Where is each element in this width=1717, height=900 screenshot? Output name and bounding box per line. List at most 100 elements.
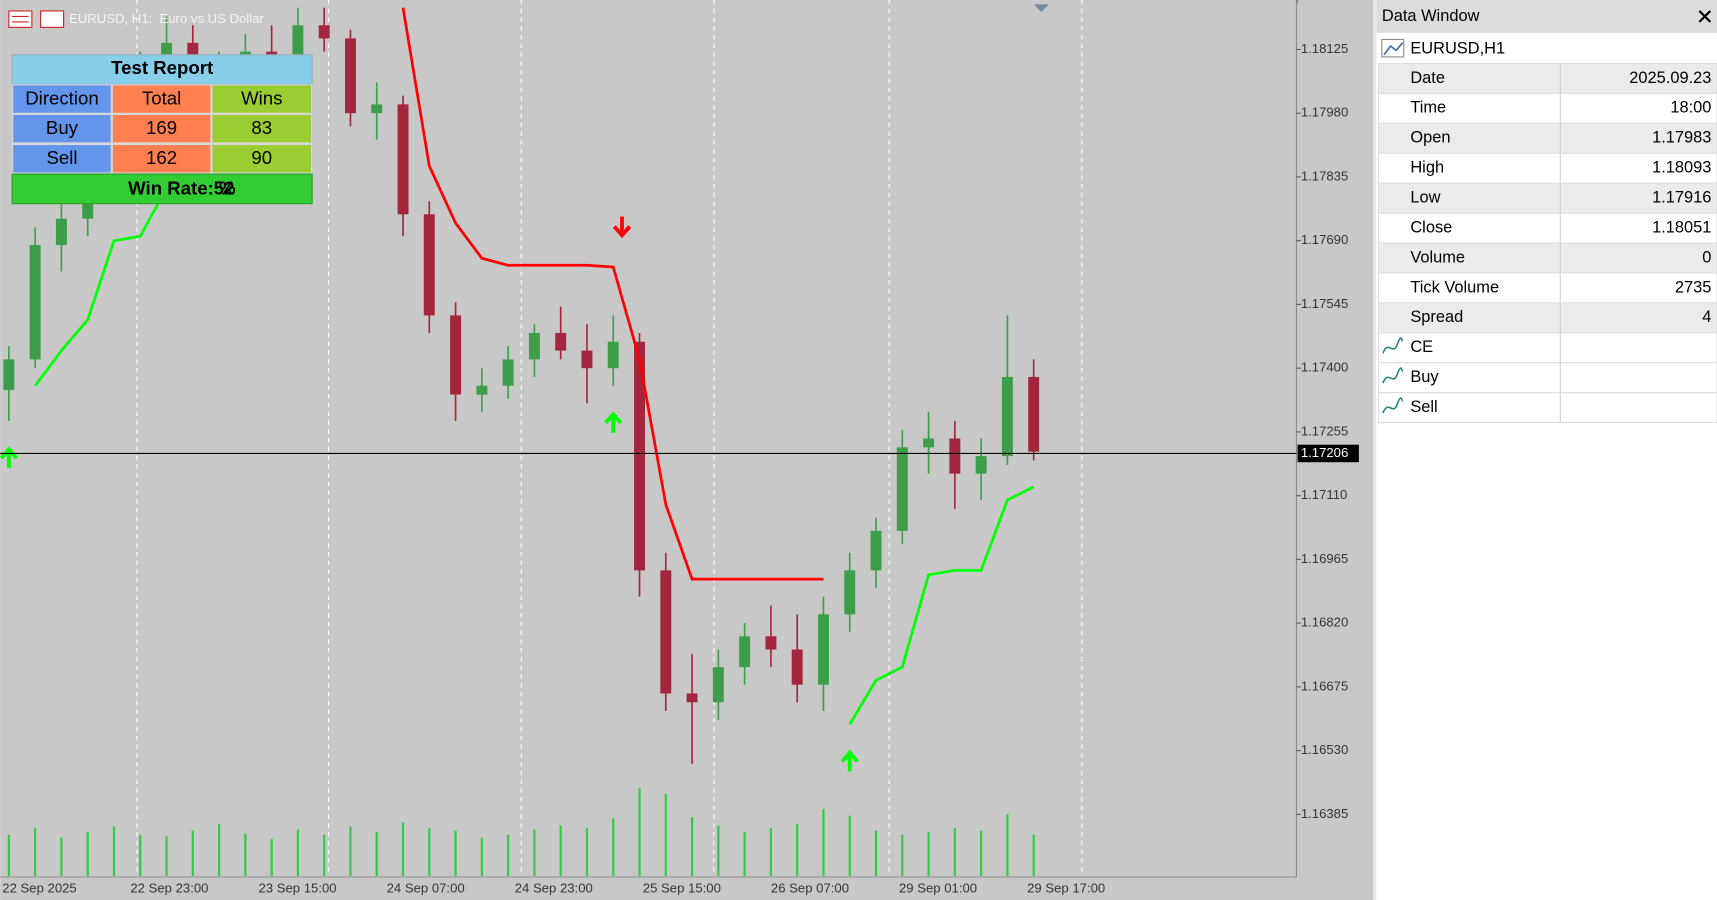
candle-body	[581, 350, 593, 369]
report-header-cell	[13, 85, 111, 113]
candle-body	[29, 245, 41, 360]
candle-body	[1001, 376, 1013, 457]
sell-arrow	[612, 216, 632, 239]
report-value-cell	[112, 145, 211, 173]
test-report: Test Report Direction Total Wins Buy 169 83 Se…	[11, 54, 313, 205]
data-value: 0	[1702, 248, 1711, 266]
stop-line	[848, 485, 1035, 725]
candle-body	[397, 104, 409, 215]
volume-bar	[533, 829, 536, 876]
candle-body	[450, 315, 462, 395]
data-value: 1.18093	[1652, 159, 1711, 177]
volume-bar	[349, 826, 352, 876]
vertical-grid	[136, 0, 1083, 876]
candle-body	[765, 636, 777, 650]
volume-bar	[296, 829, 300, 876]
volume-bar	[769, 828, 773, 876]
report-header: Total	[142, 88, 181, 109]
y-tick-label: 1.17255	[1301, 423, 1348, 438]
candle-body	[344, 38, 356, 114]
y-tick-label: 1.16675	[1301, 678, 1348, 693]
candle-body	[870, 530, 882, 571]
report-value-cell	[13, 145, 111, 173]
symbol-icon	[1383, 42, 1404, 56]
indicator-name: Sell	[1410, 398, 1437, 416]
report-value-cell	[112, 114, 211, 143]
data-window-header	[1376, 0, 1717, 33]
indicator-name: Buy	[1410, 368, 1439, 386]
volume-bar	[927, 832, 930, 876]
close-button[interactable]	[1698, 10, 1712, 23]
buy-arrow	[604, 411, 623, 433]
data-field: Close	[1410, 218, 1452, 236]
candle-body	[660, 570, 672, 694]
chart-icon[interactable]	[40, 10, 65, 28]
data-field: Spread	[1410, 308, 1463, 326]
candle-body	[923, 438, 935, 448]
candle-body	[555, 332, 567, 351]
volume-bar	[60, 837, 63, 876]
volume-bar	[165, 836, 168, 876]
data-window: Data Window EURUSD,H1 Date 2025.09.23 Time…	[1376, 0, 1717, 900]
candle-body	[55, 218, 67, 246]
data-value: 1.17916	[1652, 189, 1711, 207]
x-tick-label: 23 Sep 15:00	[259, 881, 337, 896]
data-row	[1378, 122, 1717, 154]
candle-body	[712, 667, 724, 703]
volume-bar	[112, 826, 116, 876]
candle-body	[1028, 376, 1040, 452]
data-field: Volume	[1410, 248, 1465, 266]
candle-body	[896, 447, 908, 531]
volume-bar	[7, 834, 10, 876]
candle-body	[3, 359, 15, 391]
volume-bar	[375, 832, 378, 876]
y-tick-label: 1.16965	[1301, 551, 1348, 566]
x-tick-label: 22 Sep 23:00	[130, 881, 208, 896]
candle-body	[817, 614, 829, 685]
y-tick-label: 1.16820	[1301, 615, 1348, 630]
volume-bar	[34, 828, 37, 876]
volume-bar	[874, 830, 878, 876]
win-rate-cell	[11, 173, 313, 205]
shift-marker[interactable]	[1033, 4, 1050, 13]
menu-icon[interactable]	[8, 10, 33, 28]
candle-body	[949, 438, 961, 474]
x-tick-label: 24 Sep 23:00	[515, 881, 593, 896]
volume-bar	[901, 834, 904, 876]
data-value: 4	[1702, 308, 1711, 326]
indicator-name: CE	[1410, 338, 1433, 356]
data-value: 1.18051	[1652, 218, 1711, 236]
data-field: Time	[1410, 99, 1446, 117]
report-value: Buy	[46, 117, 79, 138]
stop-line	[34, 187, 168, 387]
x-tick-label: 29 Sep 01:00	[899, 881, 977, 896]
indicator-icon	[1382, 397, 1404, 414]
report-value-cell	[212, 145, 312, 173]
data-row	[1378, 242, 1717, 274]
buy-arrow	[840, 749, 859, 772]
volume-bar	[270, 838, 273, 876]
report-header-cell	[212, 85, 312, 113]
candle-body	[634, 341, 645, 571]
report-value: 169	[146, 117, 177, 138]
stop-line	[401, 7, 824, 581]
win-rate-label: Win Rate: %	[128, 177, 236, 198]
data-row	[1378, 182, 1717, 214]
report-value: 162	[146, 147, 177, 168]
splitter[interactable]	[1373, 0, 1377, 900]
data-window-symbol: EURUSD,H1	[1410, 40, 1505, 58]
win-rate-value: 52	[214, 177, 235, 198]
volume-bar	[323, 834, 326, 876]
volume-bar	[428, 828, 431, 876]
data-row	[1378, 272, 1717, 304]
volume-bar	[139, 834, 142, 876]
x-tick-label: 22 Sep 2025	[2, 881, 76, 896]
price-label-box	[1297, 444, 1359, 463]
data-field: Low	[1410, 189, 1440, 207]
volume-bar	[191, 830, 194, 876]
volume-bar	[585, 828, 589, 876]
window-title: EURUSD, H1: Euro vs US Dollar	[69, 11, 264, 26]
volume-bar	[86, 832, 89, 876]
volume-bar	[690, 817, 694, 876]
